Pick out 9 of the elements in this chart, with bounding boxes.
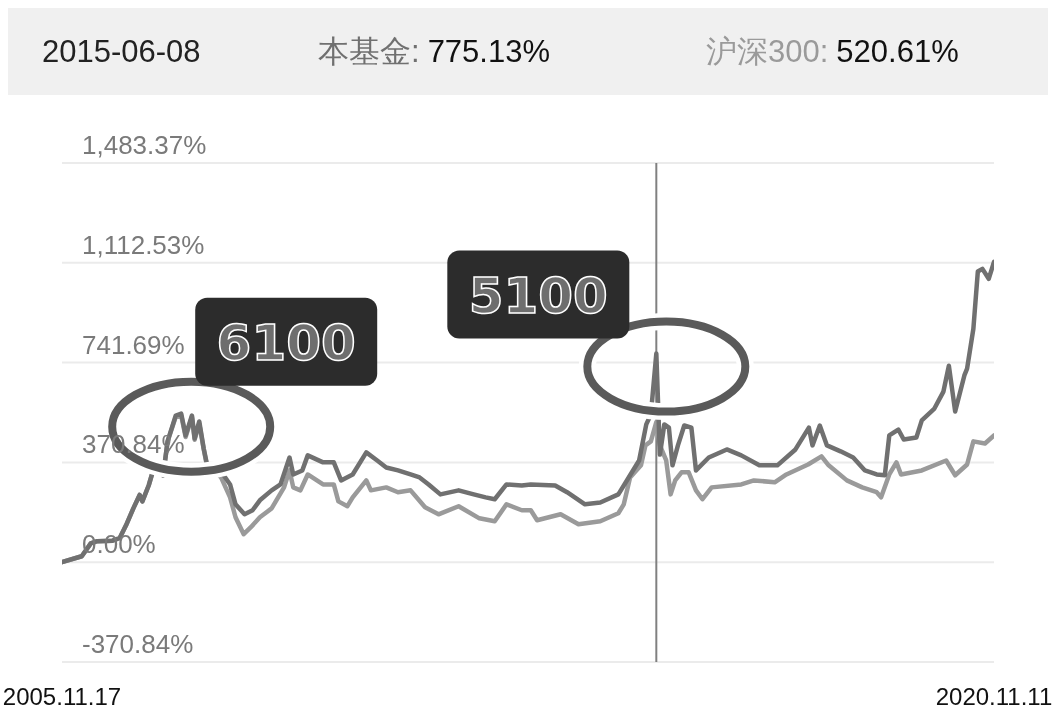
y-tick-label: 1,483.37%	[82, 130, 207, 160]
x-tick-label: 2020.11.11	[935, 683, 1053, 710]
y-tick-label: 1,112.53%	[82, 229, 205, 260]
y-tick-label: 741.69%	[82, 329, 185, 360]
annotation: 5100	[468, 266, 608, 325]
x-tick-label: 2005.11.17	[2, 683, 122, 710]
annotation: 6100	[216, 313, 356, 372]
y-tick-label: -370.84%	[82, 629, 194, 659]
tooltip-bar: 2015-06-08 本基金: 775.13% 沪深300: 520.61%	[8, 8, 1048, 95]
